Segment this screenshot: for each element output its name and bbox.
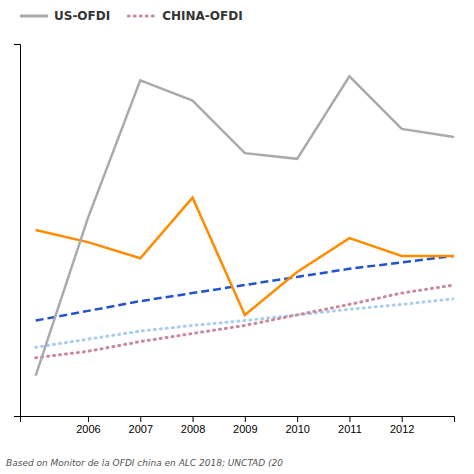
note: Based on Monitor de la OFDI china en ALC… bbox=[6, 458, 283, 468]
x-tick: 2012 bbox=[390, 416, 414, 435]
x-tick-mark bbox=[193, 416, 194, 422]
x-tick-mark bbox=[140, 416, 141, 422]
series-line bbox=[36, 198, 454, 315]
series-line bbox=[36, 285, 454, 358]
x-tick-mark bbox=[88, 416, 89, 422]
legend-item: US-OFDI bbox=[20, 9, 110, 23]
legend-label: US-OFDI bbox=[54, 9, 110, 23]
plot-area: 2006 2007 2008 2009 2010 2011 2012 bbox=[14, 45, 455, 435]
y-axis-line bbox=[14, 45, 21, 417]
legend-label: CHINA-OFDI bbox=[162, 9, 242, 23]
x-tick-mark bbox=[297, 416, 298, 422]
series-line bbox=[36, 299, 454, 348]
legend-swatch bbox=[20, 15, 48, 18]
x-tick-label: 2007 bbox=[129, 423, 153, 435]
x-tick: 2008 bbox=[181, 416, 205, 435]
series-line bbox=[36, 256, 454, 321]
x-axis: 2006 2007 2008 2009 2010 2011 2012 bbox=[21, 416, 455, 435]
series-line bbox=[36, 76, 454, 375]
x-tick-label: 2006 bbox=[76, 423, 100, 435]
chart: 2006 2007 2008 2009 2010 2011 2012 US-OFDI CHINA… bbox=[0, 0, 474, 474]
legend: US-OFDI CHINA-OFDI bbox=[20, 9, 243, 23]
x-axis-line bbox=[21, 417, 455, 423]
x-tick: 2007 bbox=[129, 416, 153, 435]
x-tick: 2010 bbox=[285, 416, 309, 435]
x-tick-mark bbox=[245, 416, 246, 422]
legend-swatch bbox=[128, 15, 156, 18]
x-tick: 2011 bbox=[338, 416, 362, 435]
x-tick-label: 2012 bbox=[390, 423, 414, 435]
x-tick-mark bbox=[402, 416, 403, 422]
legend-item: CHINA-OFDI bbox=[128, 9, 242, 23]
x-tick-label: 2010 bbox=[285, 423, 309, 435]
x-tick-label: 2009 bbox=[233, 423, 257, 435]
lines bbox=[36, 76, 454, 375]
y-axis bbox=[14, 45, 21, 417]
x-tick: 2009 bbox=[233, 416, 257, 435]
x-tick: 2006 bbox=[76, 416, 100, 435]
x-tick-label: 2011 bbox=[338, 423, 362, 435]
x-tick-label: 2008 bbox=[181, 423, 205, 435]
x-tick-mark bbox=[349, 416, 350, 422]
